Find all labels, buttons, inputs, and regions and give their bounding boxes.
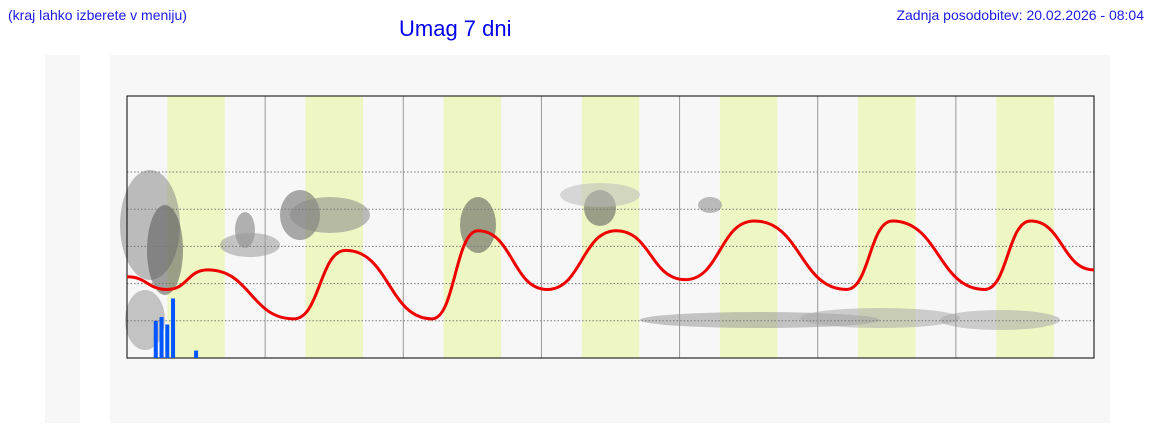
plot-frame: [126, 95, 1095, 359]
page-title: Umag 7 dni: [399, 16, 512, 41]
temperature-line: [126, 219, 1095, 321]
precip-bar: [153, 320, 158, 358]
cloud-density-region: [560, 183, 640, 207]
header-region-note: (kraj lahko izberete v meniju): [8, 7, 187, 23]
precip-bar: [159, 317, 164, 358]
cloud-density-region: [220, 233, 280, 257]
last-update: Zadnja posodobitev: 20.02.2026 - 08:04: [896, 7, 1144, 23]
cloud-density-region: [290, 197, 370, 233]
precip-bar: [171, 298, 176, 358]
temperature-axis-panel: [45, 55, 80, 423]
precip-bar: [165, 324, 170, 358]
cloud-density-region: [800, 308, 960, 328]
cloud-density-region: [125, 290, 165, 350]
cloud-density-region: [940, 310, 1060, 330]
cloud-density-region: [460, 197, 496, 253]
daylight-band: [581, 96, 640, 358]
cloud-density-region: [698, 197, 722, 213]
precip-bar: [194, 350, 199, 358]
cloud-density-region: [147, 205, 183, 295]
